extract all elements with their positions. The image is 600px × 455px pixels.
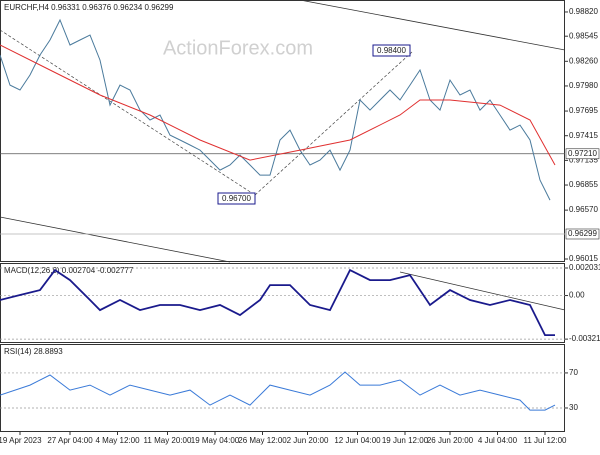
panel-frame [0,0,565,262]
annotation-box [217,192,256,205]
series-line [0,371,556,411]
panel-frame [0,263,565,343]
x-tick-label: 19 May 04:00 [191,436,240,445]
x-tick-label: 19 Jun 12:00 [382,436,429,445]
channel-line [0,216,231,263]
y-tick-label: 70 [569,368,578,377]
x-tick-label: 19 Apr 2023 [0,436,42,445]
level-box [565,228,600,240]
y-tick-label: 0.97415 [569,131,598,140]
y-tick-label: 0.98545 [569,31,598,40]
x-tick-label: 4 May 12:00 [95,436,140,445]
watermark: ActionForex.com [163,37,313,59]
y-tick-label: 0.96015 [569,254,598,263]
y-tick-label: 0.002031 [569,263,600,272]
x-tick-label: 26 May 12:00 [238,436,287,445]
panel-title: RSI(14) 28.8893 [4,347,63,356]
y-tick-label: 30 [569,403,578,412]
annotation-box [372,44,411,57]
y-tick-label: 0.96855 [569,180,598,189]
x-tick-label: 27 Apr 04:00 [47,436,93,445]
x-tick-label: 11 May 20:00 [144,436,192,445]
panel-frame [0,344,565,432]
y-tick-label: 0.96570 [569,205,598,214]
y-tick-label: -0.003214 [569,334,600,343]
series-line [0,268,555,336]
trend-line [399,271,566,311]
y-tick-label: 0.98260 [569,56,598,65]
y-tick-label: 0.97980 [569,81,598,90]
x-tick-label: 2 Jun 20:00 [287,436,329,445]
x-tick-label: 26 Jun 20:00 [427,436,474,445]
trend-line [254,51,413,196]
y-tick-label: 0.00 [569,291,585,300]
series-line [0,18,551,201]
channel-line [299,0,566,51]
y-tick-label: 0.97135 [569,155,598,164]
annotation: 0.96700 [222,194,251,203]
x-tick-label: 4 Jul 04:00 [478,436,518,445]
panel-title: EURCHF,H4 0.96331 0.96376 0.96234 0.9629… [4,3,174,12]
x-tick-label: 12 Jun 04:00 [334,436,381,445]
x-tick-label: 11 Jul 12:00 [524,436,568,445]
level-label: 0.97210 [568,149,597,158]
level-label: 0.96299 [568,229,597,238]
annotation: 0.98400 [377,46,406,55]
panel-title: MACD(12,26,9) 0.002704 -0.002777 [4,266,134,275]
y-tick-label: 0.98820 [569,7,598,16]
level-box [565,148,600,160]
series-line [0,44,556,166]
trend-line [0,29,256,196]
y-tick-label: 0.97695 [569,106,598,115]
